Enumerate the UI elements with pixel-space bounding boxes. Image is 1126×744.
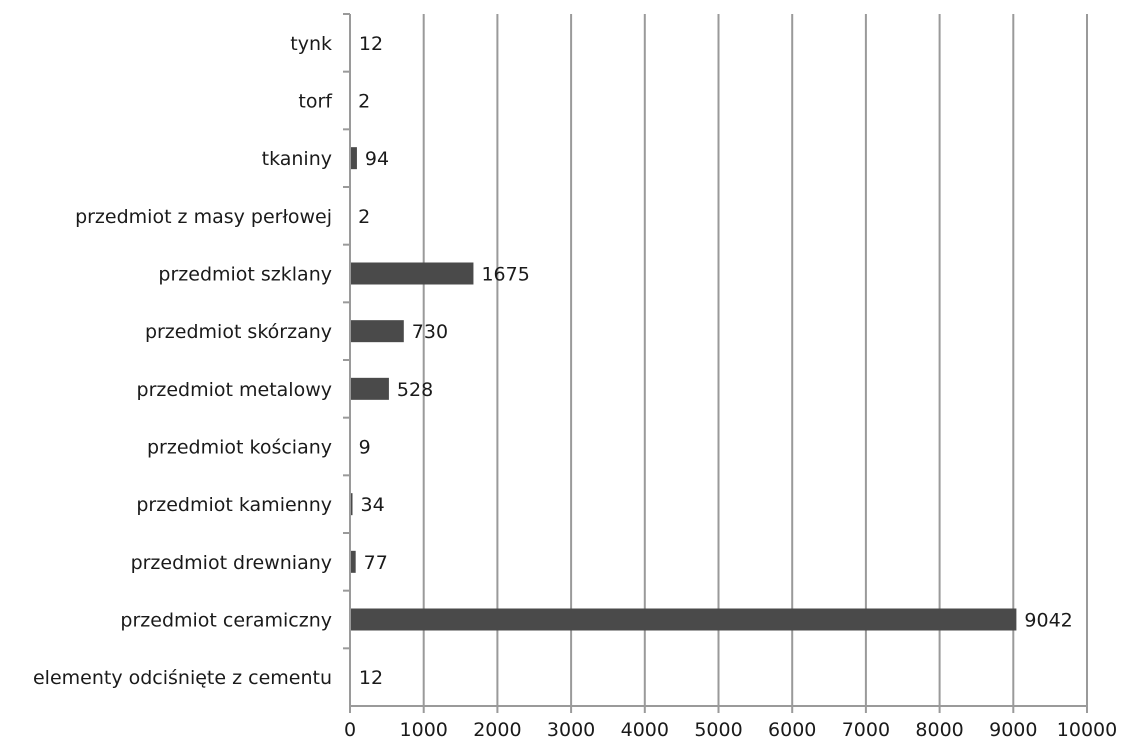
x-tick-label-8000: 8000: [915, 719, 963, 741]
bar-przedmiot-drewniany: [350, 550, 356, 573]
x-tick-label-3000: 3000: [547, 719, 595, 741]
value-label-przedmiot-kosciany: 9: [359, 437, 371, 459]
bar-przedmiot-szklany: [350, 262, 474, 285]
value-label-przedmiot-szklany: 1675: [481, 264, 529, 286]
bar-przedmiot-ceramiczny: [350, 608, 1017, 631]
category-label-przedmiot-szklany: przedmiot szklany: [158, 264, 332, 286]
x-tick-label-10000: 10000: [1057, 719, 1117, 741]
category-label-tkaniny: tkaniny: [262, 148, 332, 170]
value-label-przedmiot-metalowy: 528: [397, 379, 433, 401]
bar-przedmiot-kamienny: [350, 493, 353, 516]
category-labels: elementy odciśnięte z cementu przedmiot c…: [33, 33, 333, 689]
value-label-przedmiot-skorzany: 730: [412, 321, 448, 343]
category-label-przedmiot-metalowy: przedmiot metalowy: [137, 379, 332, 401]
value-labels: 12 9042 77 34 9 528 730 1675 2 94 2 12: [358, 33, 1073, 689]
x-tick-labels: 0 1000 2000 3000 4000 5000 6000 7000 8000 9000 100…: [344, 719, 1117, 741]
category-label-przedmiot-skorzany: przedmiot skórzany: [145, 321, 332, 343]
value-label-elementy-odcisniete-z-cementu: 12: [359, 667, 383, 689]
category-label-tynk: tynk: [290, 33, 332, 55]
value-label-tynk: 12: [359, 33, 383, 55]
category-label-przedmiot-z-masy-perlowej: przedmiot z masy perłowej: [75, 206, 332, 228]
bars: [350, 31, 1017, 689]
bar-tkaniny: [350, 147, 357, 170]
category-label-torf: torf: [298, 91, 333, 113]
category-label-przedmiot-kosciany: przedmiot kościany: [147, 437, 332, 459]
axes: [343, 13, 1088, 713]
bar-przedmiot-skorzany: [350, 320, 404, 343]
x-tick-label-4000: 4000: [621, 719, 669, 741]
category-label-przedmiot-drewniany: przedmiot drewniany: [131, 552, 332, 574]
value-label-przedmiot-z-masy-perlowej: 2: [358, 206, 370, 228]
x-tick-label-1000: 1000: [400, 719, 448, 741]
x-tick-label-2000: 2000: [473, 719, 521, 741]
gridlines: [422, 14, 1088, 706]
value-label-przedmiot-kamienny: 34: [361, 494, 385, 516]
x-tick-label-7000: 7000: [842, 719, 890, 741]
value-label-przedmiot-ceramiczny: 9042: [1024, 610, 1072, 632]
bar-przedmiot-metalowy: [350, 377, 389, 400]
category-label-przedmiot-kamienny: przedmiot kamienny: [136, 494, 332, 516]
category-label-przedmiot-ceramiczny: przedmiot ceramiczny: [120, 610, 332, 632]
x-tick-label-9000: 9000: [989, 719, 1037, 741]
x-tick-label-0: 0: [344, 719, 356, 741]
value-label-przedmiot-drewniany: 77: [364, 552, 388, 574]
x-tick-label-6000: 6000: [768, 719, 816, 741]
x-tick-label-5000: 5000: [694, 719, 742, 741]
value-label-tkaniny: 94: [365, 148, 389, 170]
category-label-elementy-odcisniete-z-cementu: elementy odciśnięte z cementu: [33, 667, 332, 689]
value-label-torf: 2: [358, 91, 370, 113]
